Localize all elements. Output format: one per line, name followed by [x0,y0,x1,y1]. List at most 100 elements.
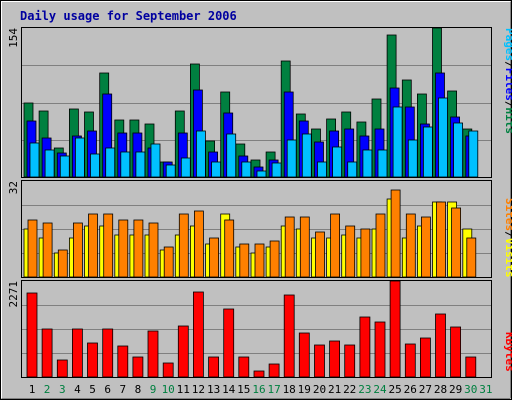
legend-sep-3: / [503,231,512,238]
x-label-day-9: 9 [150,383,157,396]
hits-ymax-label: 154 [7,28,20,48]
x-label-day-10: 10 [162,383,175,396]
bar-kbytes-day-24 [374,321,386,378]
bar-kbytes-day-7 [117,345,129,378]
bar-sites-day-30 [466,237,477,278]
legend-sep-2: / [503,101,512,108]
legend-sites: Sites [503,198,512,231]
bar-sites-day-2 [42,222,53,278]
x-label-day-6: 6 [104,383,111,396]
bar-kbytes-day-10 [162,362,174,378]
bar-kbytes-day-28 [435,313,446,378]
x-label-day-4: 4 [74,383,81,396]
x-label-day-29: 29 [449,383,462,396]
bar-kbytes-day-23 [359,316,371,378]
bar-kbytes-day-15 [238,356,250,378]
x-label-day-31: 31 [479,383,492,396]
bar-pages-day-16 [256,170,267,178]
bar-kbytes-day-11 [177,325,189,378]
x-label-day-22: 22 [343,383,356,396]
legend-pages: Pages [503,28,512,61]
x-axis-labels: 1 2 3 4 5 6 7 8 9 10 11 12 13 14 15 16 17 18 19 20 21 22 23 24 2… [29,383,493,396]
bar-sites-day-26 [405,213,416,278]
bar-sites-day-8 [133,219,144,278]
bar-kbytes-day-19 [298,332,310,378]
x-label-day-20: 20 [313,383,326,396]
x-label-day-14: 14 [222,383,236,396]
bar-pages-day-13 [211,161,222,178]
bar-sites-day-12 [193,210,204,278]
x-label-day-19: 19 [298,383,311,396]
x-label-day-16: 16 [252,383,265,396]
bar-sites-day-3 [57,249,68,278]
bar-kbytes-day-30 [465,356,477,378]
x-label-day-1: 1 [29,383,36,396]
bar-pages-day-29 [453,122,464,178]
x-label-day-5: 5 [89,383,96,396]
legend-files: Files [503,68,512,101]
bar-sites-day-16 [254,243,265,278]
x-label-day-30: 30 [464,383,477,396]
bar-pages-day-20 [317,161,327,178]
bar-kbytes-day-3 [56,359,68,378]
bar-pages-day-27 [422,126,433,178]
bar-pages-day-10 [165,164,176,178]
x-label-day-8: 8 [135,383,142,396]
bar-sites-day-1 [27,219,38,278]
bar-sites-day-9 [148,222,159,278]
bar-sites-day-25 [390,189,401,278]
bar-sites-day-5 [88,213,98,278]
x-label-day-13: 13 [207,383,220,396]
bar-sites-day-23 [360,228,371,278]
bar-sites-day-20 [315,231,325,278]
bar-kbytes-day-13 [208,356,220,378]
x-label-day-11: 11 [177,383,190,396]
bar-sites-day-4 [73,222,83,278]
legend-kbytes: KBytes [503,332,512,372]
bar-kbytes-day-12 [192,291,204,378]
x-label-day-18: 18 [283,383,296,396]
legend-visits: Visits [503,238,512,278]
bar-pages-day-28 [438,97,448,178]
legend-hits: Hits [503,108,512,135]
x-label-day-7: 7 [119,383,126,396]
bar-sites-day-19 [299,216,310,278]
bar-kbytes-day-14 [223,308,235,378]
bar-sites-day-14 [224,219,235,278]
bar-kbytes-day-6 [102,328,114,378]
bar-kbytes-day-2 [41,328,53,378]
kbytes-legend: KBytes [503,332,512,372]
bar-kbytes-day-4 [72,328,83,378]
bar-pages-day-22 [347,161,358,178]
x-label-day-24: 24 [373,383,387,396]
x-label-day-12: 12 [192,383,205,396]
x-label-day-23: 23 [358,383,371,396]
kbytes-ymax-label: 2271 [7,281,20,308]
bar-pages-day-12 [195,130,206,178]
bar-pages-day-6 [105,147,116,178]
bar-sites-day-29 [451,207,462,278]
visits-ymax-label: 32 [7,181,20,194]
bar-pages-day-15 [241,161,252,178]
bar-sites-day-18 [284,216,295,278]
x-label-day-26: 26 [404,383,417,396]
bar-pages-day-1 [29,142,40,178]
bar-kbytes-day-16 [253,370,265,378]
bar-pages-day-21 [332,146,343,178]
x-label-day-2: 2 [44,383,51,396]
bar-pages-day-26 [407,139,418,178]
bar-kbytes-day-20 [314,344,325,378]
bar-sites-day-21 [330,213,341,278]
bar-pages-day-5 [90,153,100,178]
bar-sites-day-7 [118,219,129,278]
bar-sites-day-17 [269,240,280,278]
bar-pages-day-17 [271,162,282,178]
bar-kbytes-day-26 [404,343,416,378]
bar-kbytes-day-22 [344,344,356,378]
bar-kbytes-day-1 [26,292,38,378]
bar-pages-day-7 [120,151,131,178]
bar-sites-day-22 [345,225,356,278]
hits-legend: Pages/Files/Hits [503,28,512,134]
bar-sites-day-6 [103,213,114,278]
